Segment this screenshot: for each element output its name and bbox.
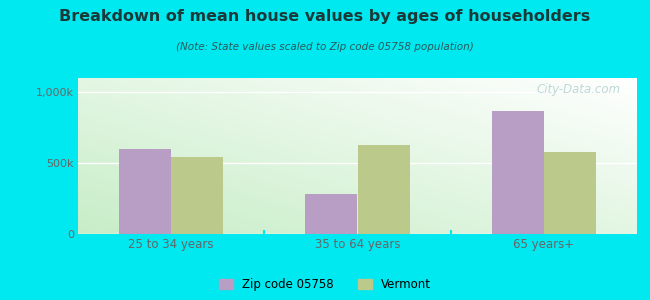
Bar: [119, 149, 171, 234]
Bar: [358, 145, 410, 234]
Text: (Note: State values scaled to Zip code 05758 population): (Note: State values scaled to Zip code 0…: [176, 42, 474, 52]
Bar: [171, 158, 224, 234]
Bar: [491, 111, 544, 234]
Text: City-Data.com: City-Data.com: [536, 83, 620, 96]
Text: Breakdown of mean house values by ages of householders: Breakdown of mean house values by ages o…: [59, 9, 591, 24]
Legend: Zip code 05758, Vermont: Zip code 05758, Vermont: [219, 278, 431, 291]
Bar: [544, 152, 596, 234]
Bar: [306, 194, 358, 234]
